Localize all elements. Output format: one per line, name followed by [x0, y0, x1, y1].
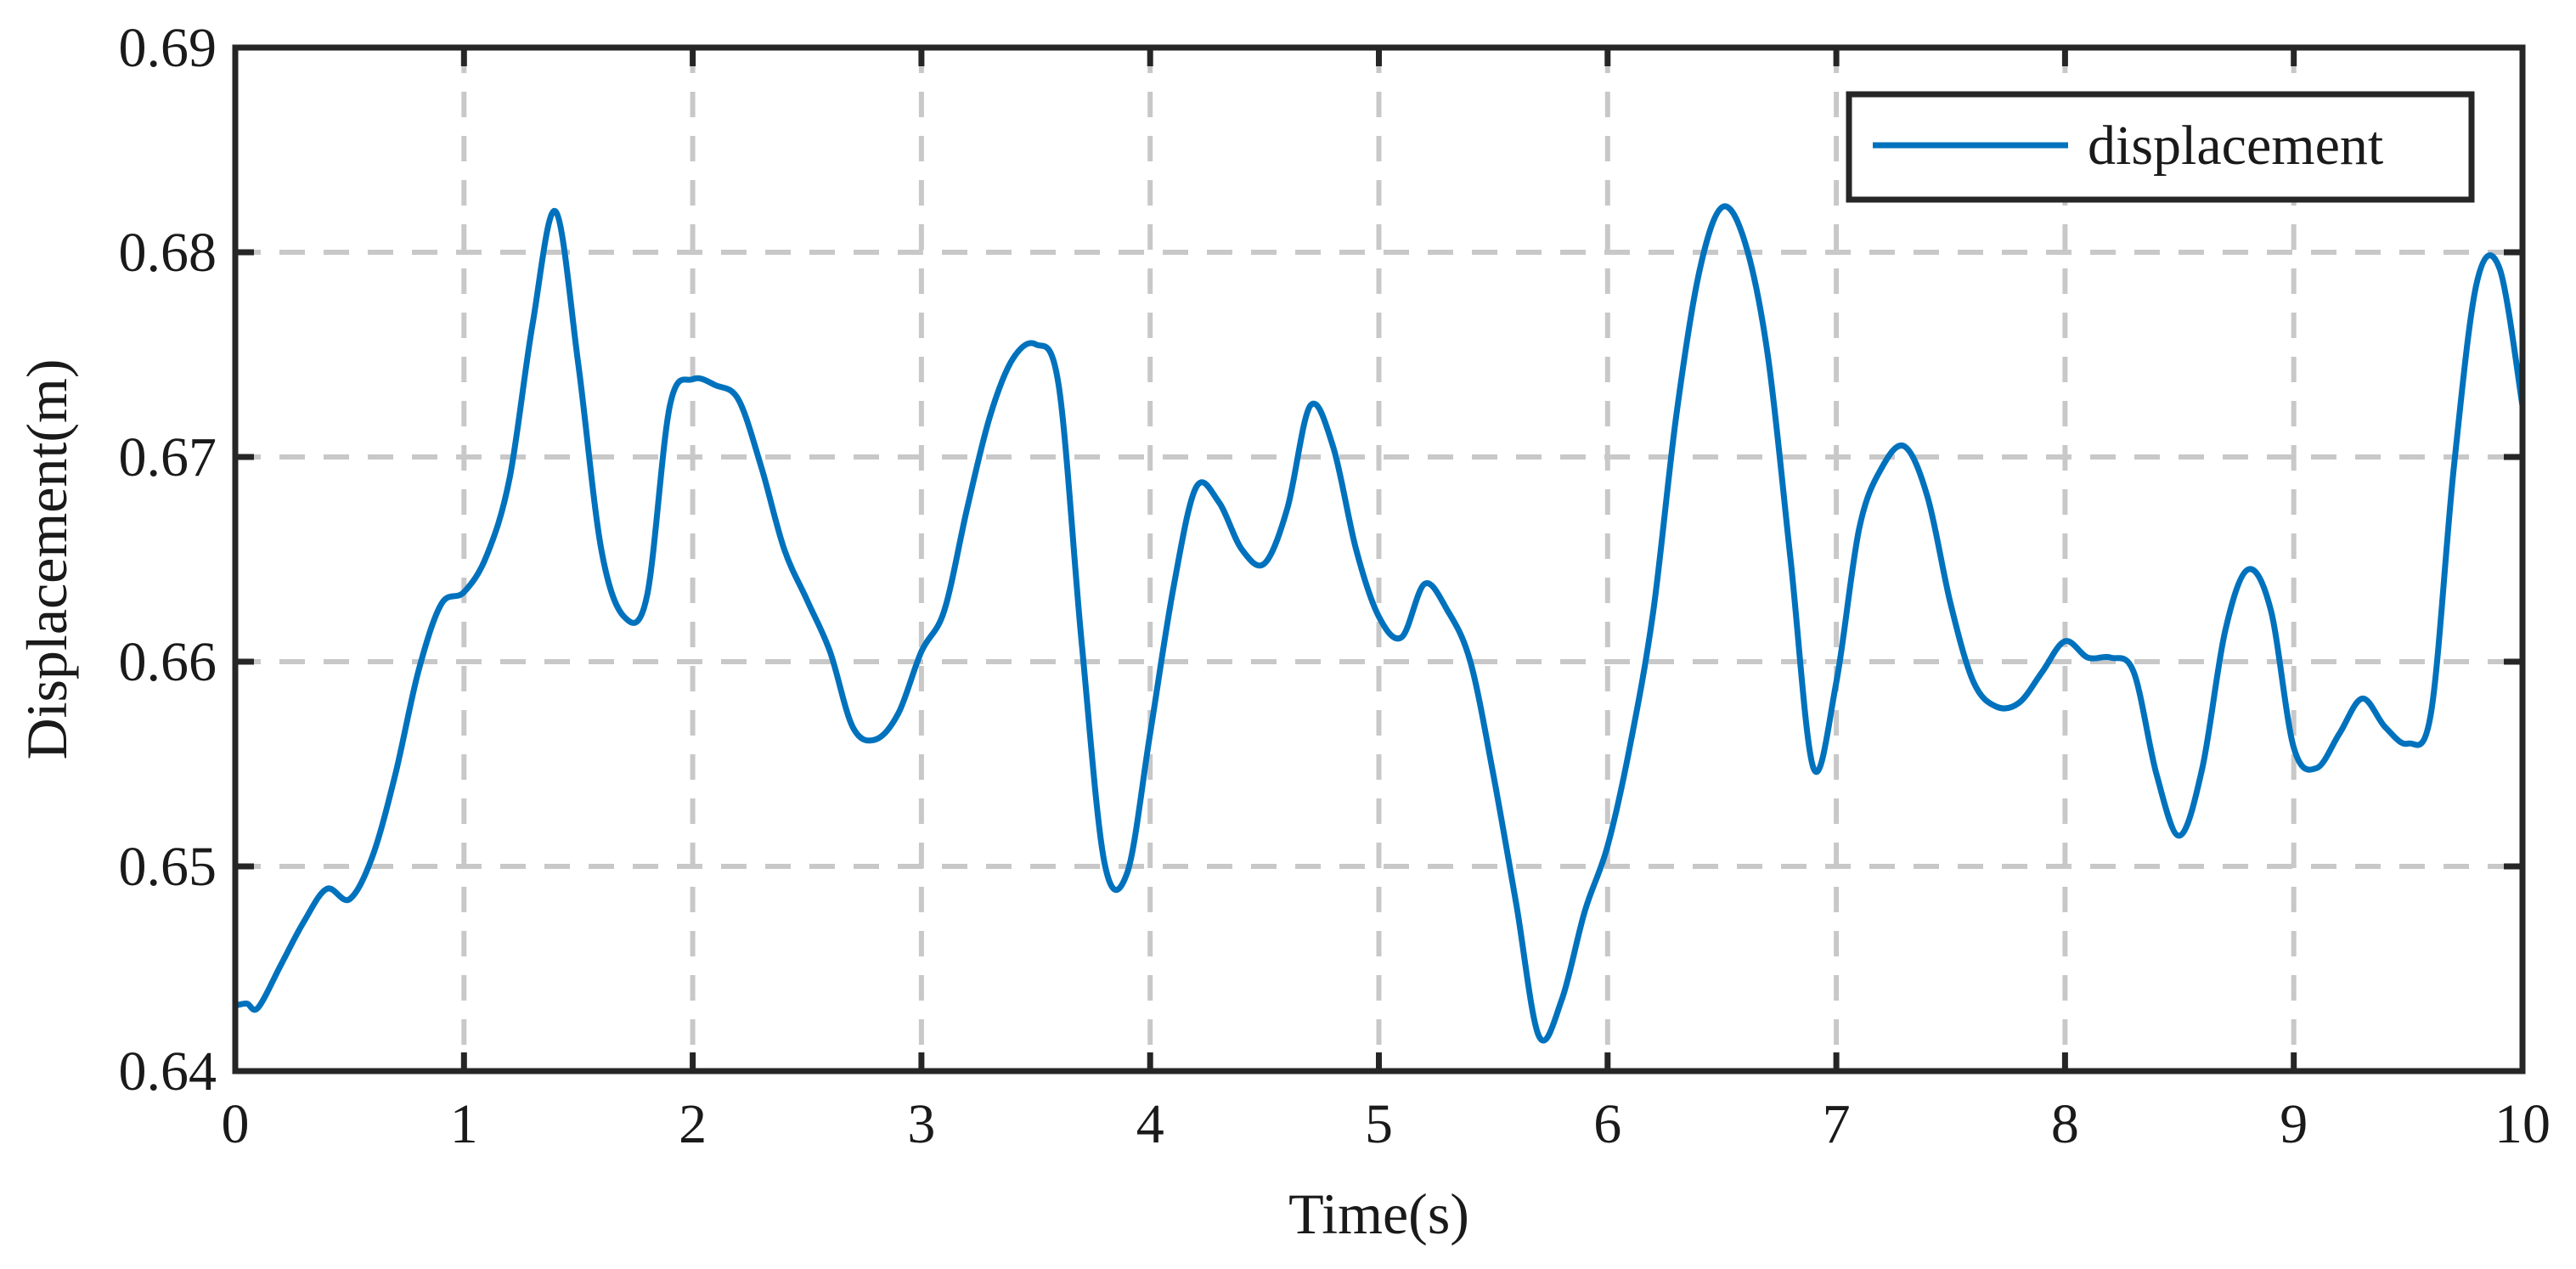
y-axis-title: Displacement(m)	[14, 358, 79, 759]
y-axis-tick-labels: 0.64 0.65 0.66 0.67 0.68 0.69	[119, 17, 217, 1103]
y-tick-label: 0.64	[119, 1041, 217, 1103]
x-tick-label: 10	[2494, 1093, 2551, 1155]
x-axis-tick-labels: 0 1 2 3 4 5 6 7 8 9 10	[222, 1093, 2551, 1155]
y-tick-label: 0.68	[119, 222, 217, 284]
x-tick-label: 0	[222, 1093, 250, 1155]
x-tick-label: 7	[1823, 1093, 1851, 1155]
y-tick-label: 0.69	[119, 17, 217, 79]
legend: displacement	[1846, 91, 2475, 203]
x-axis-title: Time(s)	[1288, 1182, 1469, 1246]
y-tick-label: 0.65	[119, 836, 217, 898]
x-tick-label: 6	[1593, 1093, 1621, 1155]
series-line-displacement	[232, 203, 2526, 1044]
grid-lines	[235, 48, 2522, 1071]
legend-label-displacement: displacement	[2088, 115, 2383, 177]
y-tick-label: 0.66	[119, 631, 217, 693]
axis-ticks	[232, 44, 2526, 1074]
x-tick-label: 2	[679, 1093, 707, 1155]
x-tick-label: 9	[2280, 1093, 2308, 1155]
y-tick-label: 0.67	[119, 426, 217, 488]
x-tick-label: 5	[1365, 1093, 1393, 1155]
x-tick-label: 8	[2051, 1093, 2079, 1155]
x-tick-label: 1	[450, 1093, 478, 1155]
series-layer	[232, 203, 2526, 1044]
x-tick-label: 3	[907, 1093, 935, 1155]
x-tick-label: 4	[1136, 1093, 1164, 1155]
